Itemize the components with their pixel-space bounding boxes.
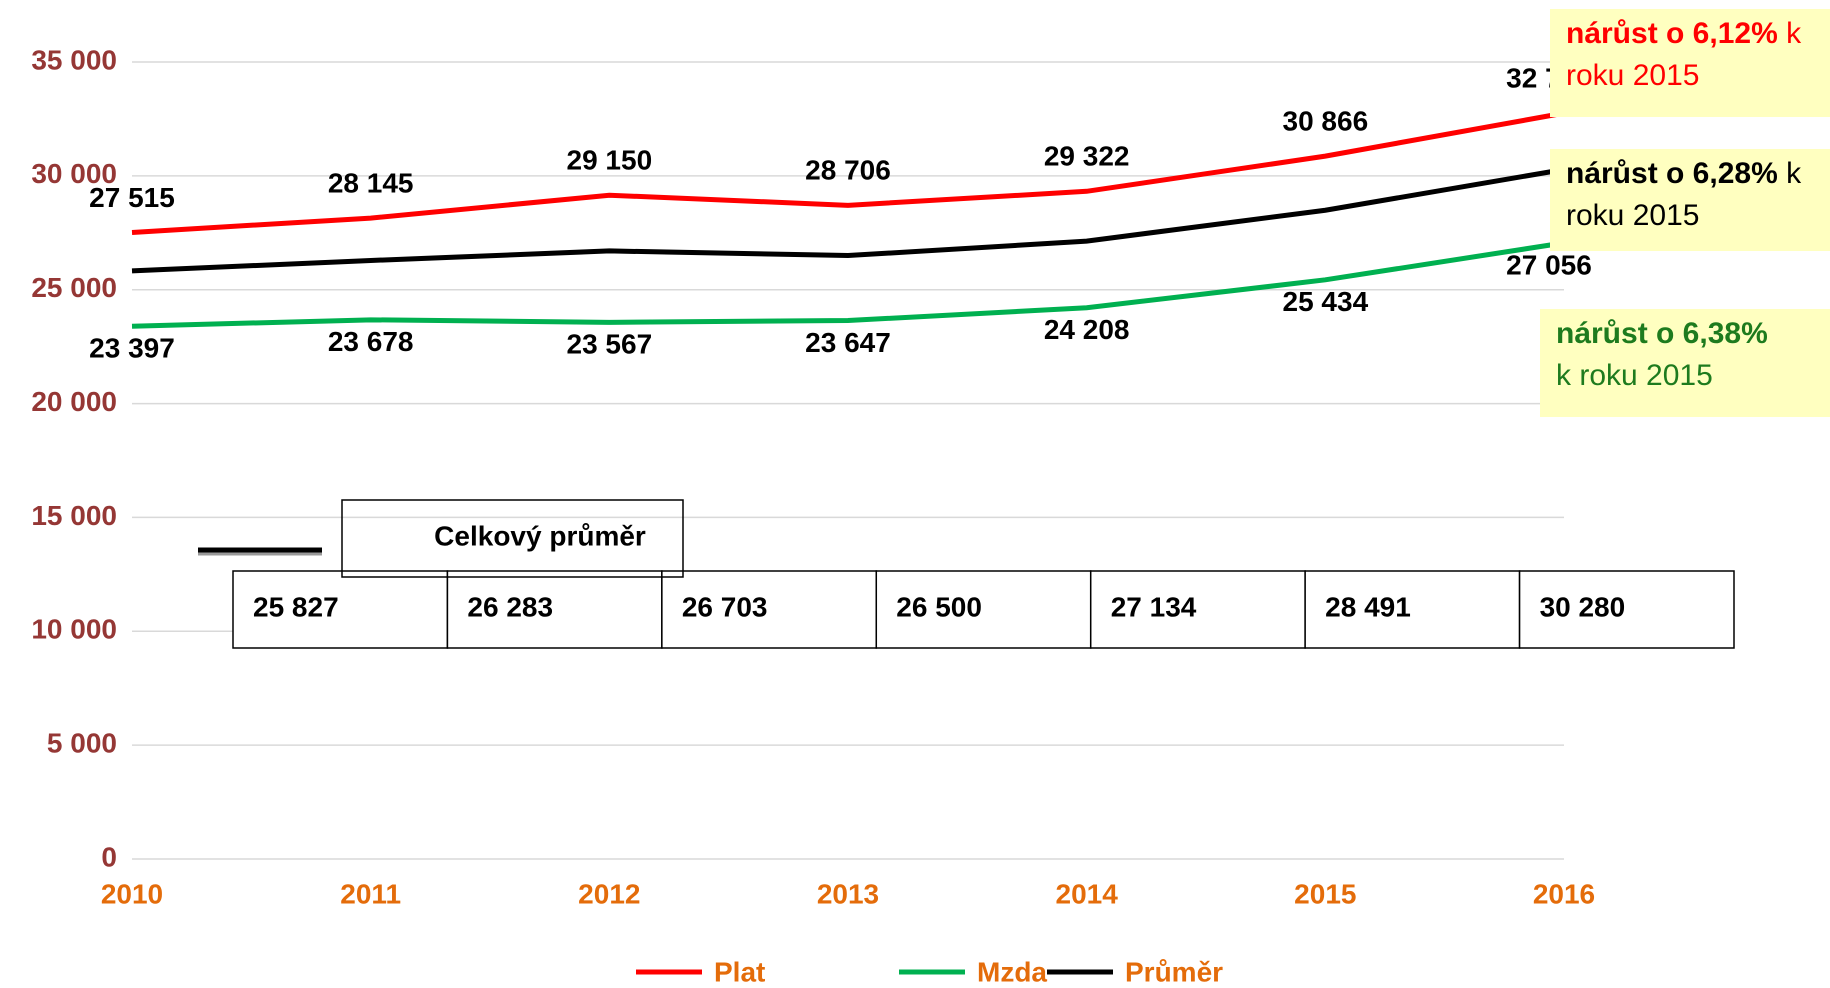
table-value: 27 134 [1111, 591, 1197, 622]
legend-label: Průměr [1125, 956, 1223, 987]
legend-label: Plat [714, 956, 765, 987]
data-label: 29 322 [1044, 141, 1130, 172]
annotation-text: k roku 2015 [1566, 17, 1802, 92]
y-tick-label: 5 000 [47, 728, 117, 759]
data-label: 27 515 [89, 182, 175, 213]
data-label: 25 434 [1283, 286, 1369, 317]
y-tick-label: 30 000 [31, 158, 117, 189]
data-label: 23 397 [89, 333, 175, 364]
y-tick-label: 10 000 [31, 614, 117, 645]
table-cell [232, 570, 449, 649]
y-tick-label: 35 000 [31, 44, 117, 75]
x-tick-label: 2011 [340, 878, 401, 909]
y-tick-label: 15 000 [31, 500, 117, 531]
line [131, 110, 1565, 235]
y-tick-label: 25 000 [31, 272, 117, 303]
annotation: nárůst o 6,28% k roku 2015 [1550, 149, 1830, 251]
table-cell [661, 570, 878, 649]
annotation-text: k roku 2015 [1556, 359, 1713, 392]
x-tick-label: 2014 [1056, 878, 1119, 909]
x-tick-label: 2010 [101, 878, 163, 909]
x-tick-label: 2012 [578, 878, 640, 909]
annotation-bold: nárůst o 6,38% [1556, 317, 1768, 350]
table-label: Celkový průměr [434, 520, 646, 551]
table-value: 28 491 [1325, 591, 1411, 622]
data-label: 23 647 [805, 327, 891, 358]
annotation-text: k roku 2015 [1566, 157, 1802, 232]
table-label-box [341, 499, 684, 578]
data-label: 30 866 [1283, 106, 1369, 137]
data-label: 24 208 [1044, 314, 1130, 345]
x-tick-label: 2015 [1294, 878, 1356, 909]
annotation: nárůst o 6,12% k roku 2015 [1550, 9, 1830, 117]
data-label: 29 150 [567, 145, 653, 176]
line [131, 240, 1565, 329]
data-label: 23 678 [328, 326, 414, 357]
legend-label: Mzda [977, 956, 1047, 987]
x-tick-label: 2013 [817, 878, 879, 909]
table-cell [875, 570, 1092, 649]
y-tick-label: 0 [101, 841, 117, 872]
data-label: 27 056 [1506, 249, 1592, 280]
x-tick-label: 2016 [1533, 878, 1595, 909]
table-value: 26 703 [682, 591, 768, 622]
annotation-bold: nárůst o 6,28% [1566, 157, 1778, 190]
table-cell [1518, 570, 1735, 649]
table-value: 26 500 [896, 591, 982, 622]
data-label: 23 567 [567, 329, 653, 360]
line [131, 167, 1565, 274]
table-cell [1304, 570, 1521, 649]
table-value: 25 827 [253, 591, 339, 622]
y-tick-label: 20 000 [31, 386, 117, 417]
table-value: 26 283 [467, 591, 553, 622]
data-label: 28 706 [805, 155, 891, 186]
table-value: 30 280 [1540, 591, 1626, 622]
annotation-bold: nárůst o 6,12% [1566, 17, 1778, 50]
annotation: nárůst o 6,38% k roku 2015 [1540, 309, 1830, 417]
data-label: 28 145 [328, 167, 414, 198]
